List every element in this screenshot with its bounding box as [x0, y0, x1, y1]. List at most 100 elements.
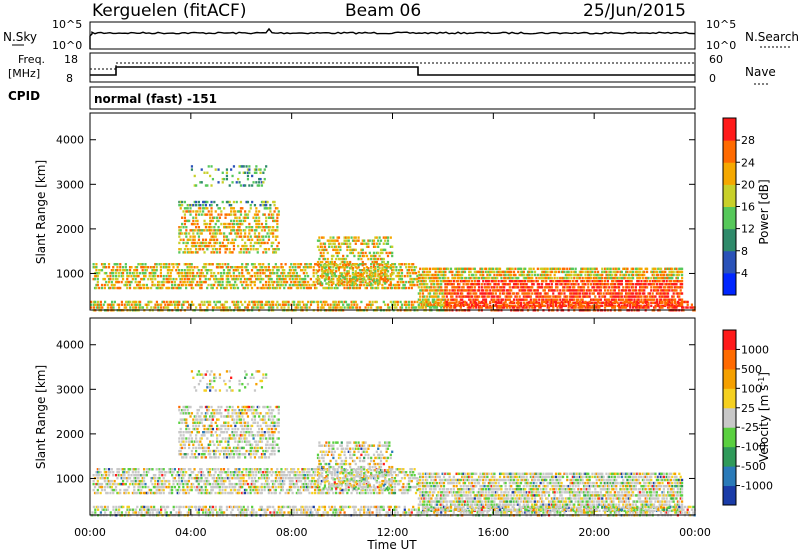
range-gate-cell [538, 276, 541, 280]
range-gate-cell [292, 263, 296, 266]
range-gate-cell [169, 271, 172, 275]
range-gate-cell [550, 298, 553, 301]
range-gate-cell [440, 267, 443, 271]
range-gate-cell [95, 306, 98, 309]
range-gate-cell [350, 306, 353, 309]
range-gate-cell [179, 238, 182, 241]
range-gate-cell [152, 274, 155, 278]
range-gate-cell [137, 479, 140, 483]
range-gate-cell [187, 277, 191, 281]
range-gate-cell [508, 295, 511, 298]
range-gate-cell [440, 300, 443, 304]
range-gate-cell [661, 304, 664, 308]
range-gate-cell [538, 292, 541, 295]
range-gate-cell [476, 303, 479, 306]
range-gate-cell [119, 491, 122, 495]
range-gate-cell [430, 286, 433, 289]
range-gate-cell [438, 283, 441, 286]
range-gate-cell [210, 213, 213, 216]
range-gate-cell [560, 279, 563, 283]
range-gate-cell [259, 263, 262, 266]
range-gate-cell [330, 239, 334, 242]
range-gate-cell [192, 216, 195, 219]
range-gate-cell [121, 479, 125, 483]
range-gate-cell [116, 482, 119, 486]
range-gate-cell [659, 270, 663, 274]
range-gate-cell [231, 225, 234, 229]
range-gate-cell [647, 306, 650, 309]
range-gate-cell [158, 283, 161, 287]
range-gate-cell [272, 225, 275, 229]
range-gate-cell [178, 241, 181, 245]
range-gate-cell [280, 280, 283, 284]
range-gate-cell [433, 273, 436, 277]
range-gate-cell [343, 260, 346, 264]
range-gate-cell [185, 244, 188, 248]
range-gate-cell [595, 301, 598, 304]
range-gate-cell [185, 263, 188, 266]
range-gate-cell [524, 286, 527, 289]
range-gate-cell [540, 300, 544, 304]
range-gate-cell [430, 303, 433, 306]
range-gate-cell [336, 286, 339, 290]
range-gate-cell [187, 271, 191, 275]
range-gate-cell [218, 306, 222, 309]
range-gate-cell [309, 300, 313, 304]
range-gate-cell [92, 473, 95, 477]
range-gate-cell [496, 276, 499, 280]
range-gate-cell [114, 263, 118, 266]
range-gate-cell [333, 286, 336, 290]
range-gate-cell [389, 280, 392, 284]
range-gate-cell [276, 283, 279, 287]
range-gate-cell [482, 295, 485, 298]
range-gate-cell [244, 219, 247, 223]
range-gate-cell [620, 279, 623, 283]
range-gate-cell [256, 184, 259, 187]
range-gate-cell [469, 292, 472, 295]
range-gate-cell [430, 276, 433, 280]
range-gate-cell [255, 271, 258, 275]
range-gate-cell [629, 289, 632, 292]
range-gate-cell [661, 270, 664, 274]
range-gate-cell [641, 292, 644, 295]
range-gate-cell [318, 236, 321, 239]
range-gate-cell [452, 306, 455, 309]
range-gate-cell [245, 251, 248, 254]
range-gate-cell [211, 232, 215, 235]
range-gate-cell [158, 286, 161, 290]
range-gate-cell [249, 277, 252, 281]
range-gate-cell [566, 283, 569, 286]
range-gate-cell [385, 273, 388, 276]
range-gate-cell [594, 289, 597, 292]
range-gate-cell [524, 279, 527, 283]
range-gate-cell [650, 301, 653, 304]
range-gate-cell [671, 289, 674, 292]
range-gate-cell [147, 300, 150, 304]
range-gate-cell [318, 239, 321, 242]
range-gate-cell [498, 306, 502, 309]
range-gate-cell [367, 303, 370, 306]
range-gate-cell [178, 203, 181, 207]
range-gate-cell [571, 267, 574, 271]
range-gate-cell [262, 286, 265, 290]
range-gate-cell [598, 279, 601, 283]
range-gate-cell [671, 295, 674, 298]
range-gate-cell [340, 273, 343, 276]
range-gate-cell [278, 283, 282, 287]
range-gate-cell [277, 241, 280, 245]
range-gate-cell [682, 306, 685, 309]
range-gate-cell [609, 295, 612, 298]
range-gate-cell [112, 306, 115, 309]
range-gate-cell [127, 468, 130, 471]
range-gate-cell [255, 165, 258, 168]
range-gate-cell [339, 263, 342, 266]
range-gate-cell [578, 273, 581, 277]
range-gate-cell [469, 283, 472, 286]
range-gate-cell [441, 276, 444, 280]
range-gate-cell [491, 267, 495, 271]
range-gate-cell [192, 238, 195, 241]
range-gate-cell [169, 268, 172, 272]
range-gate-cell [360, 280, 363, 284]
range-gate-cell [169, 300, 173, 304]
